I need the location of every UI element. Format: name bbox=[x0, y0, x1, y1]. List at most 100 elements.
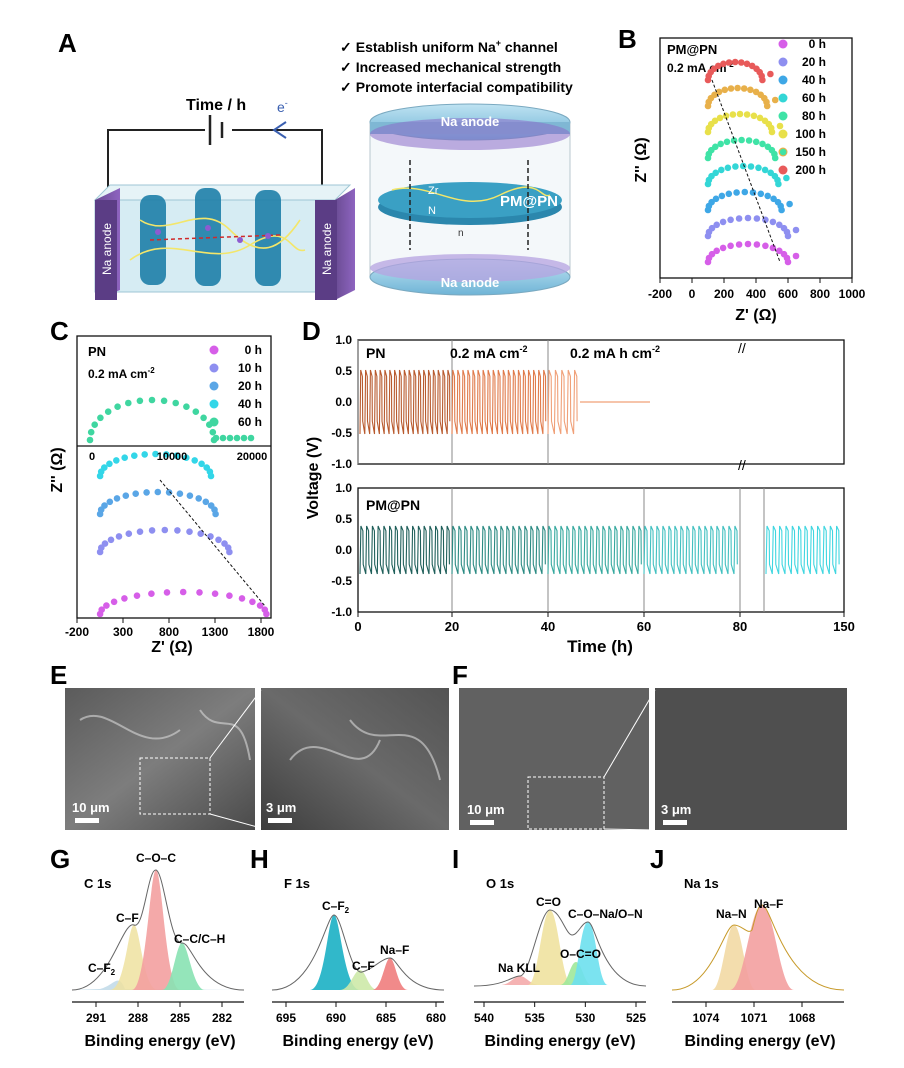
nyquist-point bbox=[101, 464, 108, 471]
nyquist-point bbox=[91, 421, 98, 429]
axis-break-top-icon: // bbox=[738, 340, 746, 356]
h-xtick-2: 685 bbox=[376, 1011, 396, 1025]
nyquist-point bbox=[191, 457, 198, 464]
d-xtick-3: 60 bbox=[637, 619, 651, 634]
nyquist-point bbox=[121, 454, 128, 462]
pmpn-trace-seg3 bbox=[547, 525, 642, 575]
peak-h-envelope bbox=[271, 914, 445, 991]
panel-h-xticks: 695 690 685 680 bbox=[276, 1002, 446, 1025]
d-ytick-top-4: 1.0 bbox=[335, 333, 352, 347]
nyquist-point bbox=[101, 502, 108, 509]
nyquist-point bbox=[724, 164, 732, 172]
nyquist-point bbox=[176, 490, 184, 498]
peak-h-cf2 bbox=[310, 915, 360, 990]
legend-marker bbox=[209, 399, 219, 409]
nyquist-point bbox=[172, 399, 179, 407]
sem-e-zoom-box bbox=[139, 757, 211, 815]
nyquist-point bbox=[263, 610, 270, 618]
nyquist-point bbox=[762, 242, 769, 250]
nyquist-point bbox=[133, 592, 141, 599]
nyquist-point bbox=[717, 140, 724, 148]
panel-d-top-trace bbox=[357, 340, 650, 464]
i-xtick-1: 535 bbox=[525, 1011, 545, 1025]
nyquist-point bbox=[212, 434, 220, 442]
bullet-3: ✓ Promote interfacial compatibility bbox=[340, 79, 573, 95]
sem-e-texture bbox=[79, 709, 441, 781]
nyquist-point bbox=[152, 450, 159, 458]
panel-g-title: C 1s bbox=[84, 876, 111, 891]
panel-f-label: F bbox=[452, 660, 468, 690]
b-xtick-1: 0 bbox=[689, 287, 696, 301]
nyquist-point bbox=[174, 527, 181, 534]
nyquist-point bbox=[752, 138, 760, 146]
nyquist-point bbox=[755, 164, 762, 172]
i-xtick-3: 525 bbox=[626, 1011, 646, 1025]
legend-marker bbox=[209, 345, 219, 355]
nyquist-point bbox=[143, 489, 150, 496]
nyquist-point bbox=[197, 530, 204, 537]
b-xtick-0: -200 bbox=[648, 287, 672, 301]
peak-i-label-co: C=O bbox=[536, 895, 561, 909]
nyquist-point bbox=[727, 216, 734, 224]
nyquist-point bbox=[249, 598, 256, 606]
legend-marker bbox=[209, 381, 219, 391]
nyquist-point bbox=[711, 117, 719, 125]
sem-f-right bbox=[655, 688, 847, 830]
nyquist-point bbox=[97, 414, 104, 422]
peak-h-naf bbox=[372, 958, 408, 990]
legend-marker bbox=[778, 39, 788, 49]
nyquist-point bbox=[741, 188, 749, 196]
legend-marker bbox=[778, 57, 788, 67]
peak-i-label-oco: O–C=O bbox=[560, 947, 601, 961]
nyquist-point bbox=[106, 460, 113, 468]
panel-f: F 10 μm 3 μm bbox=[452, 660, 847, 831]
legend-label-1: 20 h bbox=[802, 55, 826, 69]
panel-h: H F 1s C–F2 C–F Na–F 695 690 685 680 Bindin… bbox=[250, 844, 446, 1050]
panel-b-title: PM@PN bbox=[667, 42, 717, 57]
panel-b-xticks: -200 0 200 400 600 800 1000 bbox=[648, 278, 866, 301]
d-xtick-1: 20 bbox=[445, 619, 459, 634]
h-xtick-1: 690 bbox=[326, 1011, 346, 1025]
panel-b-ylabel: Z'' (Ω) bbox=[633, 137, 650, 182]
nyquist-point bbox=[723, 138, 731, 146]
stack-mid-label: PM@PN bbox=[500, 193, 558, 210]
peak-g-label-coc: C–O–C bbox=[136, 851, 176, 865]
nyquist-point bbox=[733, 189, 740, 196]
nyquist-point bbox=[778, 206, 785, 214]
subscript-n-label: n bbox=[458, 228, 464, 239]
panel-a-label: A bbox=[58, 28, 77, 58]
peak-i-co bbox=[528, 910, 572, 985]
nyquist-point bbox=[708, 250, 716, 258]
atom-zr-label: Zr bbox=[428, 185, 439, 197]
sem-e-scale-left: 10 μm bbox=[72, 800, 110, 815]
panel-d-ylabel: Voltage (V) bbox=[305, 437, 322, 519]
nyquist-point bbox=[715, 88, 723, 96]
peak-i-nakll bbox=[500, 976, 540, 985]
peak-g-coc bbox=[132, 870, 180, 990]
peak-g-envelope bbox=[71, 869, 245, 991]
feature-bullets: ✓ Establish uniform Na+ channel ✓ Increase… bbox=[340, 38, 573, 95]
nyquist-point bbox=[148, 396, 156, 404]
nyquist-point bbox=[736, 110, 744, 118]
b-xtick-6: 1000 bbox=[839, 287, 866, 301]
panel-j-xlabel: Binding energy (eV) bbox=[684, 1033, 835, 1050]
nyquist-point bbox=[747, 163, 755, 170]
c-legend-label-3: 40 h bbox=[238, 397, 262, 411]
nyquist-point bbox=[721, 86, 729, 94]
nyquist-point bbox=[148, 527, 156, 534]
stack-diagram: Na anode PM@PN Zr N n Na anode bbox=[369, 103, 571, 296]
c-legend-label-4: 60 h bbox=[238, 415, 262, 429]
sem-f-zoom-line-1 bbox=[603, 689, 656, 778]
circuit-wire bbox=[107, 129, 323, 200]
nyquist-point bbox=[215, 536, 222, 544]
nyquist-point bbox=[756, 114, 764, 122]
panel-d-bottom-frame bbox=[357, 487, 845, 613]
legend-label-0: 0 h bbox=[809, 37, 826, 51]
sem-f-scalebar-right bbox=[663, 820, 687, 825]
nyquist-point bbox=[747, 86, 754, 94]
stack-top-label: Na anode bbox=[441, 114, 500, 129]
g-xtick-2: 285 bbox=[170, 1011, 190, 1025]
g-xtick-0: 291 bbox=[86, 1011, 106, 1025]
panel-c-xlabel: Z' (Ω) bbox=[151, 639, 193, 656]
nyquist-point bbox=[196, 589, 203, 596]
